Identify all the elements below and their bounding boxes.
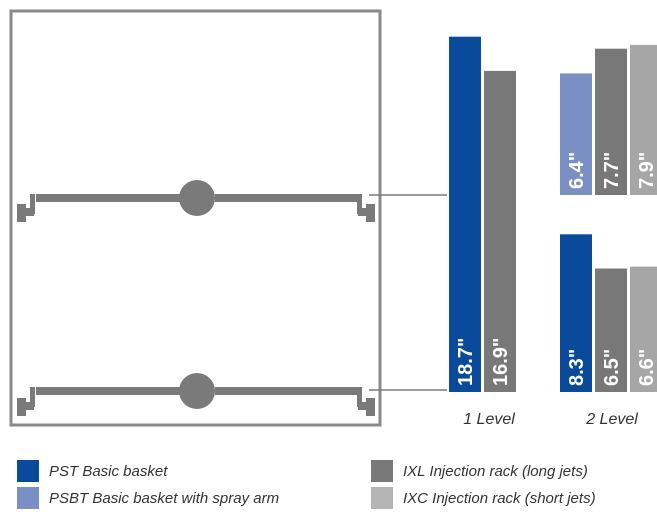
bar-level2-upper-ixc: [630, 44, 657, 196]
bar-level1-ixl: [484, 70, 516, 393]
upper-rack-bracket-left: [17, 204, 26, 222]
upper-rack-post-left: [30, 194, 35, 214]
bar-level2-upper-psbt: [560, 73, 592, 195]
lower-rack-arm-left: [36, 387, 180, 395]
lower-rack-bracket-left-tab: [26, 402, 34, 410]
bars-layer: 18.7" 16.9" 6.4" 7.7" 7.9" 8.3" 6.5" 6.6": [449, 36, 657, 393]
bar-label-level2-lower-pst: 8.3": [566, 349, 588, 386]
lower-rack: [17, 373, 375, 416]
upper-rack-bracket-right-tab: [358, 208, 366, 216]
bar-level1-pst: [449, 36, 481, 392]
category-labels: 1 Level 2 Level: [463, 411, 638, 428]
lower-rack-bracket-right-tab: [358, 402, 366, 410]
upper-rack-hub: [179, 180, 215, 216]
bar-label-level2-upper-psbt: 6.4": [566, 152, 588, 189]
chamber-frame: [9, 9, 382, 427]
upper-rack: [17, 180, 375, 222]
category-label-1: 1 Level: [463, 411, 515, 428]
bar-level2-lower-ixl: [595, 268, 627, 392]
upper-rack-bracket-left-tab: [26, 208, 34, 216]
upper-rack-arm-right: [215, 194, 357, 202]
category-label-2: 2 Level: [585, 411, 638, 428]
bar-level2-upper-ixl: [595, 48, 627, 196]
bar-label-level2-lower-ixc: 6.6": [636, 349, 657, 386]
bar-label-level2-upper-ixc: 7.9": [636, 152, 657, 189]
upper-rack-arm-left: [36, 194, 180, 202]
lower-rack-bracket-right: [366, 398, 375, 416]
lower-rack-post-right: [357, 387, 362, 407]
upper-rack-post-right: [357, 194, 362, 214]
bar-label-level1-ixl: 16.9": [490, 338, 512, 386]
bar-label-level2-lower-ixl: 6.5": [601, 349, 623, 386]
bar-level2-lower-pst: [560, 234, 592, 392]
bar-level2-lower-ixc: [630, 266, 657, 392]
lower-rack-hub: [179, 373, 215, 409]
lower-rack-post-left: [30, 387, 35, 407]
bar-label-level1-pst: 18.7": [455, 338, 477, 386]
upper-rack-bracket-right: [366, 204, 375, 222]
bar-label-level2-upper-ixl: 7.7": [601, 152, 623, 189]
lower-rack-arm-right: [215, 387, 357, 395]
lower-rack-bracket-left: [17, 398, 26, 416]
